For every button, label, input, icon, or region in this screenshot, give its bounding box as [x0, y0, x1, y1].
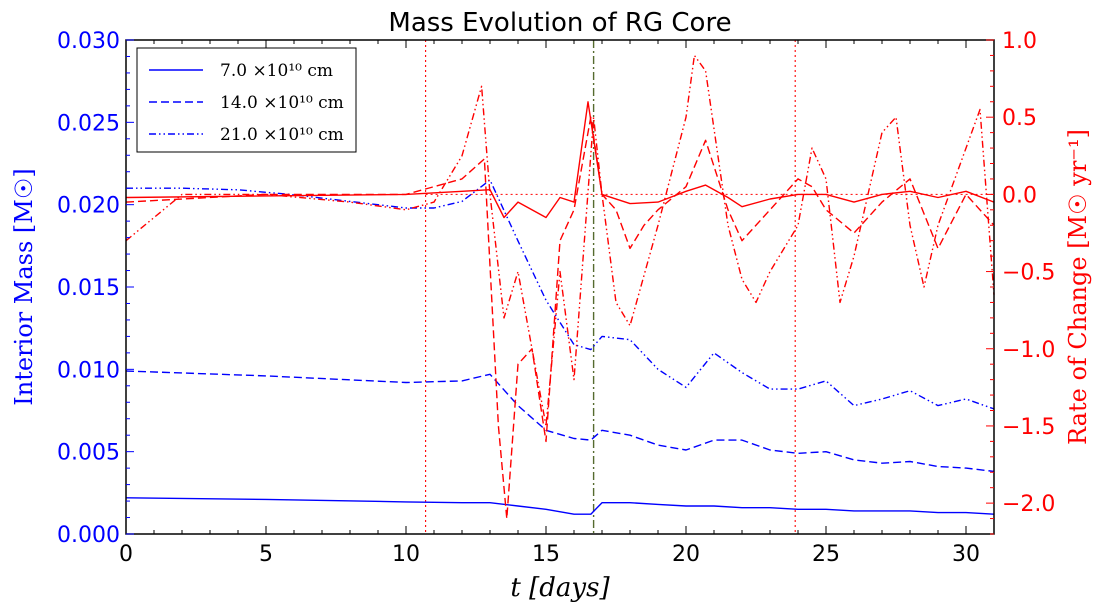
y-right-tick-label: −1.0: [1002, 338, 1055, 363]
y-right-tick-label: 0.0: [1002, 183, 1037, 208]
y-left-tick-label: 0.010: [57, 358, 120, 383]
x-tick-label: 10: [392, 542, 420, 567]
x-tick-label: 20: [672, 542, 700, 567]
legend-label: 14.0 ×10¹⁰ cm: [220, 93, 344, 113]
legend-label: 7.0 ×10¹⁰ cm: [220, 61, 333, 81]
chart-title: Mass Evolution of RG Core: [388, 8, 731, 38]
y-axis-label-right: Rate of Change [M☉ yr⁻¹]: [1064, 129, 1092, 445]
y-right-tick-label: −1.5: [1002, 415, 1055, 440]
y-left-tick-label: 0.000: [57, 523, 120, 548]
legend: 7.0 ×10¹⁰ cm 14.0 ×10¹⁰ cm 21.0 ×10¹⁰ cm: [136, 47, 357, 153]
x-tick-label: 0: [119, 542, 133, 567]
rate-series-line: [125, 54, 995, 427]
mass-series-line: [126, 179, 995, 410]
x-axis-label: t [days]: [510, 573, 610, 603]
y-left-tick-label: 0.030: [57, 29, 120, 54]
y-left-tick-label: 0.020: [57, 194, 120, 219]
x-tick-label: 30: [952, 542, 980, 567]
mass-series-line: [125, 497, 995, 515]
x-tick-label: 15: [532, 542, 560, 567]
rate-series-line: [125, 101, 995, 219]
mass-series-line: [125, 370, 995, 473]
y-right-tick-label: 1.0: [1002, 29, 1037, 54]
x-tick-label: 25: [812, 542, 840, 567]
y-left-tick-label: 0.025: [57, 111, 120, 136]
rate-series-line: [125, 116, 995, 520]
y-right-tick-label: 0.5: [1002, 106, 1037, 131]
y-right-tick-label: −0.5: [1002, 261, 1055, 286]
y-left-tick-label: 0.015: [57, 276, 120, 301]
axis-ticks: 0 5 10 15 20 25 30 0.000 0.005 0.010 0.015 0.020 0.0…: [57, 29, 1055, 567]
y-axis-label-left: Interior Mass [M☉]: [10, 168, 38, 405]
legend-label: 21.0 ×10¹⁰ cm: [220, 125, 344, 145]
y-left-tick-label: 0.005: [57, 441, 120, 466]
y-right-tick-label: −2.0: [1002, 492, 1055, 517]
x-tick-label: 5: [259, 542, 273, 567]
series-lines: [125, 54, 995, 520]
